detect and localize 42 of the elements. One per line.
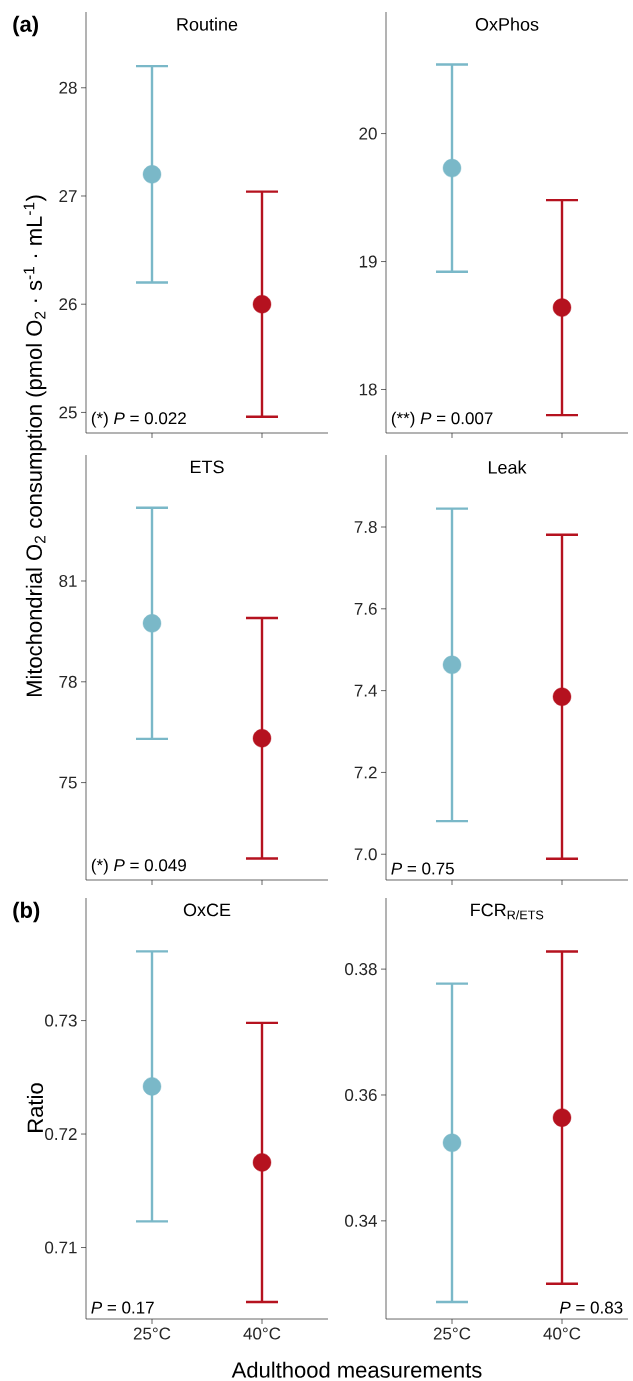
y-tick-label: 19: [359, 255, 377, 268]
text: Mitochondrial O$_{2}$ consumption (pmol O$_{2}$ · s$^{-1}$ · mL$^{-1}$): [23, 195, 47, 697]
y-tick-label: 26: [59, 298, 77, 311]
y-tick-label: 0.36: [345, 1088, 377, 1102]
y-axis-title: Ratio: [26, 1083, 44, 1132]
chart-title: Leak: [488, 460, 527, 474]
y-tick-label: 7.0: [354, 848, 377, 861]
annotation: (*) P = 0.022: [91, 411, 186, 428]
y-tick-label: 7.6: [354, 602, 377, 615]
x-tick-label: 25°C: [133, 1327, 171, 1340]
chart-title: ETS: [190, 460, 224, 474]
chart-title: OxCE: [183, 903, 231, 917]
y-tick-label: 75: [59, 776, 77, 789]
chart-title: OxPhos: [475, 17, 539, 31]
y-tick-label: 0.73: [45, 1014, 77, 1027]
y-tick-label: 81: [59, 574, 77, 588]
y-tick-label: 0.72: [45, 1128, 77, 1141]
chart-title: Routine: [177, 17, 238, 31]
y-tick-label: 78: [59, 675, 77, 688]
chart-title: FCR$_{R/ETS}$: [471, 903, 544, 920]
y-tick-label: 27: [59, 190, 77, 202]
y-tick-label: 25: [59, 406, 77, 419]
annotation: P = 0.83: [559, 1301, 623, 1314]
annotation: P = 0.17: [91, 1301, 154, 1314]
y-tick-label: 0.34: [345, 1214, 377, 1227]
y-tick-label: 0.38: [345, 963, 377, 976]
y-tick-label: 0.71: [45, 1241, 77, 1254]
annotation: (**) P = 0.007: [391, 411, 493, 428]
y-tick-label: 18: [359, 383, 377, 396]
annotation: (*) P = 0.049: [91, 858, 186, 875]
text: (b): [13, 901, 40, 923]
x-tick-label: 25°C: [433, 1327, 471, 1340]
y-tick-label: 28: [59, 81, 77, 94]
text: (a): [13, 15, 38, 37]
y-tick-label: 7.8: [354, 520, 377, 534]
annotation: P = 0.75: [391, 862, 454, 875]
y-tick-label: 20: [359, 127, 377, 140]
x-axis-title: Adulthood measurements: [231, 1361, 482, 1378]
x-tick-label: 40°C: [543, 1327, 581, 1340]
x-tick-label: 40°C: [243, 1327, 281, 1340]
y-tick-label: 7.2: [354, 766, 377, 779]
y-tick-label: 7.4: [354, 684, 377, 697]
